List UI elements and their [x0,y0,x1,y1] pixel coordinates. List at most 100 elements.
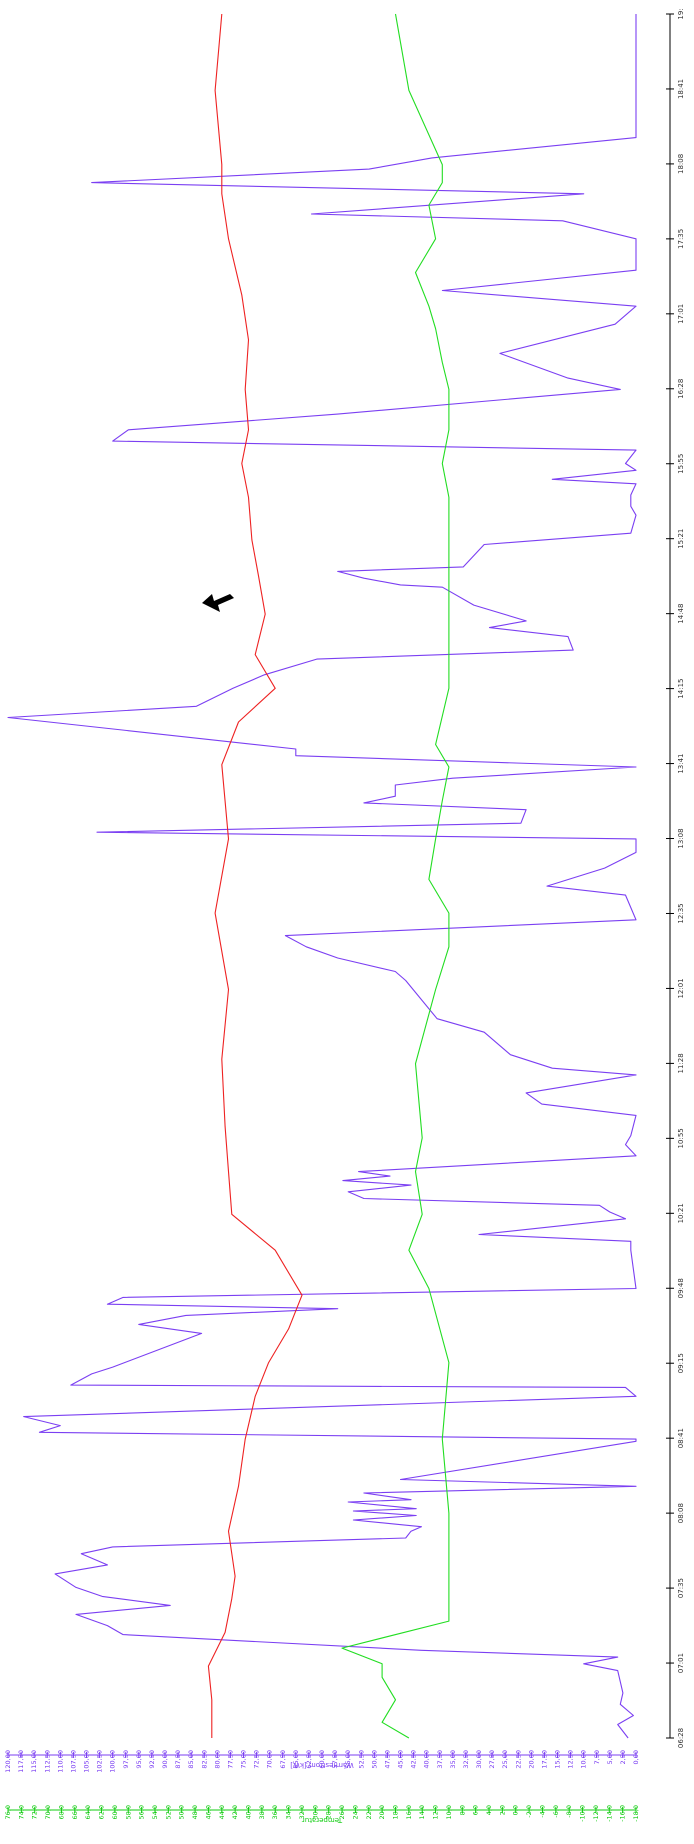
value-tick-label: 2,0 [498,1805,506,1815]
value-tick-label: 20,00 [527,1750,535,1769]
time-tick-label: 13:41 [677,753,685,773]
value-tick-label: -16,0 [619,1805,627,1822]
value-tick-label: 36,0 [271,1805,279,1819]
value-tick-label: 22,0 [365,1805,373,1819]
value-tick-label: 6,0 [472,1805,480,1815]
value-tick-label: 24,0 [351,1805,359,1819]
value-axis-title: Temperatur [302,1816,343,1824]
time-tick-label: 18:41 [677,79,685,99]
value-tick-label: -8,0 [565,1805,573,1818]
value-tick-label: 52,50 [357,1750,365,1769]
value-tick-label: 60,0 [111,1805,119,1819]
value-tick-label: 10,00 [580,1750,588,1769]
time-axis: 06:28 07:01 07:35 08:08 08:41 09:15 09:48 10:21… [666,8,685,1748]
value-tick-label: 12,0 [432,1805,440,1819]
value-tick-label: -10,0 [579,1805,587,1822]
value-tick-label: 55,00 [344,1750,352,1769]
value-tick-label: 70,0 [44,1805,52,1819]
value-tick-label: 90,00 [161,1750,169,1769]
series-line-3 [341,13,450,1739]
time-tick-label: 09:15 [677,1353,685,1373]
value-tick-label: 2,50 [619,1750,627,1764]
time-tick-label: 14:15 [677,679,685,699]
value-tick-label: 72,0 [31,1805,39,1819]
value-tick-label: 100,00 [109,1750,117,1773]
value-tick-label: 50,00 [370,1750,378,1769]
time-tick-label: 11:28 [677,1053,685,1073]
value-tick-label: 117,50 [17,1750,25,1773]
value-tick-label: -4,0 [538,1805,546,1818]
value-tick-label: 75,00 [240,1750,248,1769]
time-tick-label: 15:21 [677,529,685,549]
value-tick-label: 56,0 [138,1805,146,1819]
value-tick-label: 20,0 [378,1805,386,1819]
value-axis-title: Wärmestrom [kW] [290,1761,354,1769]
time-tick-label: 09:48 [677,1278,685,1298]
value-tick-label: 45,00 [397,1750,405,1769]
value-tick-label: 18,0 [391,1805,399,1819]
value-tick-label: 27,50 [488,1750,496,1769]
value-tick-label: 92,50 [148,1750,156,1769]
value-tick-label: 50,0 [178,1805,186,1819]
value-tick-label: 32,50 [462,1750,470,1769]
value-tick-label: 42,50 [410,1750,418,1769]
value-tick-label: 105,00 [83,1750,91,1773]
value-tick-label: 110,00 [56,1750,64,1773]
value-tick-label: 60,00 [318,1750,326,1769]
time-tick-label: 10:21 [677,1203,685,1223]
series-line-2 [207,13,303,1738]
value-tick-label: 4,0 [485,1805,493,1815]
value-tick-label: 102,50 [96,1750,104,1773]
value-tick-label: 10,0 [445,1805,453,1819]
value-tick-label: 5,00 [606,1750,614,1764]
value-tick-label: 115,00 [30,1750,38,1773]
value-tick-label: 14,0 [418,1805,426,1819]
value-tick-label: 17,50 [540,1750,548,1769]
temp-axis: -18,0 -16,0 -14,0 -12,0 -10,0 -8,0 -6,0 -4,0 -2,… [4,1805,640,1824]
value-tick-label: 66,0 [71,1805,79,1819]
value-tick-label: 15,00 [554,1750,562,1769]
time-tick-label: 08:41 [677,1428,685,1448]
value-tick-label: 52,0 [164,1805,172,1819]
value-tick-label: 65,00 [292,1750,300,1769]
value-tick-label: -14,0 [605,1805,613,1822]
value-tick-label: 85,00 [187,1750,195,1769]
value-tick-label: 112,50 [43,1750,51,1773]
value-tick-label: 44,0 [218,1805,226,1819]
time-tick-label: 12:01 [677,978,685,998]
value-tick-label: 58,0 [124,1805,132,1819]
time-tick-label: 14:48 [677,604,685,624]
value-tick-label: 35,00 [449,1750,457,1769]
value-tick-label: 7,50 [593,1750,601,1764]
power-axis: 0,00 2,50 5,00 7,50 10,00 12,50 15,00 17,50 20,0… [4,1750,640,1773]
value-tick-label: 70,00 [266,1750,274,1769]
value-tick-label: 120,00 [4,1750,12,1773]
time-tick-label: 08:08 [677,1503,685,1523]
value-tick-label: 38,0 [258,1805,266,1819]
value-tick-label: 76,0 [4,1805,12,1819]
value-tick-label: 46,0 [204,1805,212,1819]
value-tick-label: 64,0 [84,1805,92,1819]
time-tick-label: 07:01 [677,1653,685,1673]
value-tick-label: 34,0 [285,1805,293,1819]
series-line-1 [7,14,637,1739]
value-tick-label: 54,0 [151,1805,159,1819]
time-tick-label: 17:01 [677,304,685,324]
value-tick-label: -2,0 [525,1805,533,1818]
value-tick-label: 47,50 [383,1750,391,1769]
value-tick-label: 25,00 [501,1750,509,1769]
value-tick-label: 16,0 [405,1805,413,1819]
value-tick-label: 57,50 [331,1750,339,1769]
value-tick-label: 0,0 [512,1805,520,1815]
value-tick-label: 95,00 [135,1750,143,1769]
value-tick-label: 68,0 [57,1805,65,1819]
value-tick-label: 40,00 [423,1750,431,1769]
time-tick-label: 16:28 [677,379,685,399]
value-tick-label: 67,50 [279,1750,287,1769]
value-tick-label: 80,00 [213,1750,221,1769]
time-tick-label: 12:35 [677,903,685,923]
time-tick-label: 07:35 [677,1578,685,1598]
value-tick-label: 62,50 [305,1750,313,1769]
